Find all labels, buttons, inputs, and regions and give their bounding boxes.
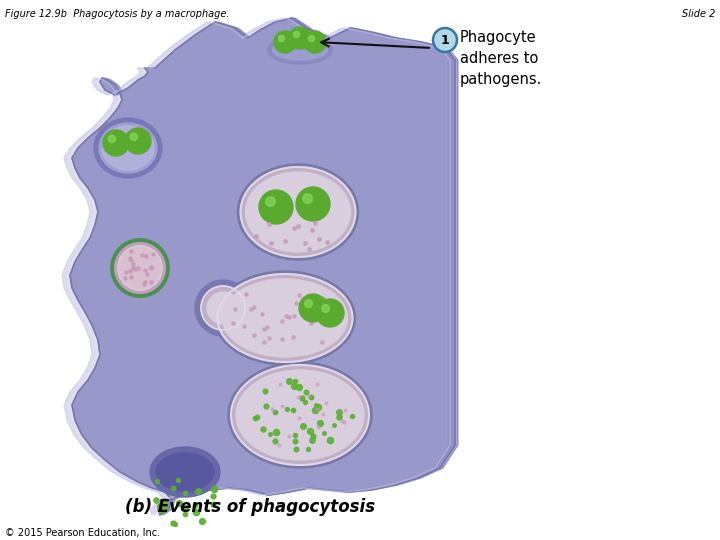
Circle shape: [305, 300, 312, 307]
Circle shape: [103, 130, 129, 156]
Circle shape: [266, 197, 275, 206]
Circle shape: [294, 31, 300, 38]
Ellipse shape: [156, 453, 214, 491]
Ellipse shape: [272, 40, 328, 60]
Circle shape: [279, 36, 284, 42]
Ellipse shape: [246, 172, 351, 252]
Ellipse shape: [99, 123, 157, 173]
Text: © 2015 Pearson Education, Inc.: © 2015 Pearson Education, Inc.: [5, 528, 160, 538]
Circle shape: [296, 187, 330, 221]
Polygon shape: [62, 18, 447, 515]
Text: 1: 1: [441, 33, 449, 46]
Text: Figure 12.9b  Phagocytosis by a macrophage.: Figure 12.9b Phagocytosis by a macrophag…: [5, 9, 230, 19]
Circle shape: [207, 292, 239, 324]
Polygon shape: [73, 18, 458, 515]
Circle shape: [259, 190, 293, 224]
Circle shape: [303, 194, 312, 204]
Circle shape: [108, 135, 115, 143]
Ellipse shape: [228, 362, 372, 468]
Circle shape: [274, 31, 296, 53]
Ellipse shape: [215, 271, 356, 365]
Circle shape: [289, 27, 311, 49]
Text: Phagocyte
adheres to
pathogens.: Phagocyte adheres to pathogens.: [460, 30, 542, 87]
Ellipse shape: [94, 118, 162, 178]
Circle shape: [130, 133, 138, 140]
Ellipse shape: [268, 36, 333, 64]
Polygon shape: [70, 18, 455, 515]
Circle shape: [322, 305, 330, 313]
Ellipse shape: [231, 365, 369, 465]
Ellipse shape: [222, 279, 348, 357]
Ellipse shape: [102, 126, 154, 170]
Circle shape: [308, 36, 315, 42]
Ellipse shape: [150, 447, 220, 497]
Ellipse shape: [236, 370, 364, 460]
Circle shape: [433, 28, 457, 52]
Text: Slide 2: Slide 2: [682, 9, 715, 19]
Ellipse shape: [217, 274, 353, 362]
Circle shape: [118, 246, 162, 290]
Circle shape: [195, 280, 251, 336]
Circle shape: [316, 299, 344, 327]
Circle shape: [112, 240, 168, 296]
Circle shape: [299, 294, 327, 322]
Ellipse shape: [238, 164, 359, 260]
Ellipse shape: [240, 167, 356, 257]
Circle shape: [201, 286, 245, 330]
Text: (b) Events of phagocytosis: (b) Events of phagocytosis: [125, 498, 375, 516]
Circle shape: [125, 128, 151, 154]
Circle shape: [304, 31, 326, 53]
